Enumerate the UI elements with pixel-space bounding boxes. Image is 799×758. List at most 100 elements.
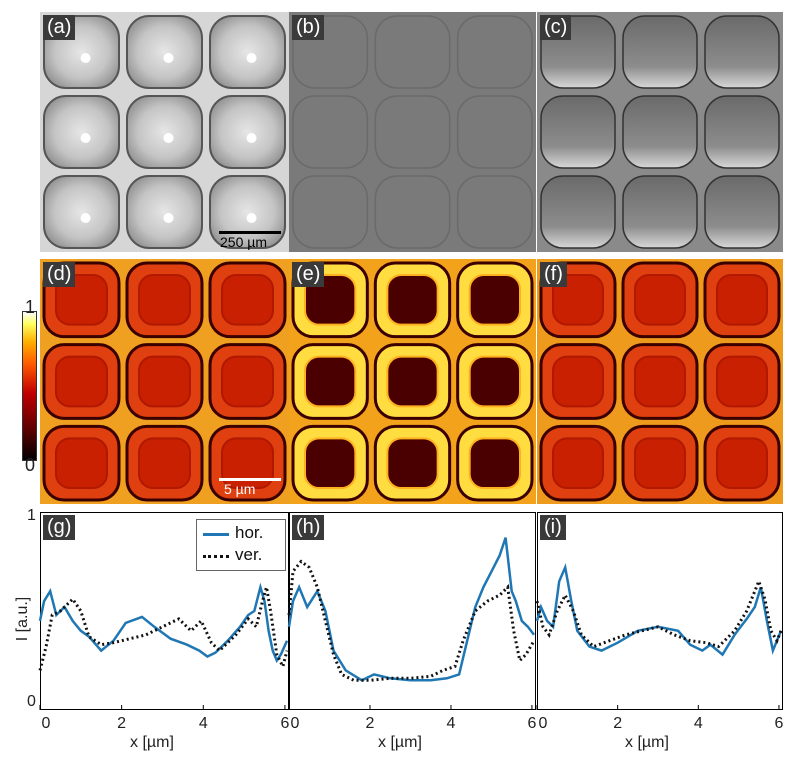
panel-label-c: (c) xyxy=(540,15,572,40)
lens-cell-1-2 xyxy=(704,95,780,169)
lens-cell-0-1 xyxy=(622,15,698,89)
lens-cell-2-0 xyxy=(292,175,369,249)
panel-label-g: (g) xyxy=(43,515,76,540)
panel-e-intensity-map: (e) xyxy=(289,259,536,504)
xtick-label-g-0: 0 xyxy=(42,715,51,732)
lens-cell-2-0 xyxy=(43,175,120,249)
lens-cell-2-2-core xyxy=(716,437,768,489)
panel-d-intensity-map: (d) 5 µm xyxy=(40,259,289,504)
lens-cell-1-1 xyxy=(374,95,451,169)
lens-cell-2-2 xyxy=(209,175,286,249)
legend-hor-label: hor. xyxy=(235,523,264,542)
lens-cell-0-1-core xyxy=(634,274,686,326)
lens-cell-0-2 xyxy=(209,15,286,89)
lens-cell-1-0 xyxy=(292,95,369,169)
lens-cell-2-2-core xyxy=(468,437,522,489)
lens-cell-1-2-core xyxy=(221,355,274,408)
xtick-label-h-2: 4 xyxy=(447,715,456,732)
plot-g-ylabel: I [a.u.] xyxy=(14,596,31,642)
colorbar-max-label: 1 xyxy=(25,297,36,317)
panel-label-f: (f) xyxy=(540,262,567,287)
lens-cell-0-2-core xyxy=(221,274,274,326)
lens-cell-1-0-highlight xyxy=(80,133,91,143)
series-line-hor-g xyxy=(38,582,289,664)
lens-cell-0-1-core xyxy=(386,274,439,326)
legend-ver-label: ver. xyxy=(235,545,263,564)
lens-cell-0-1 xyxy=(374,15,451,89)
panel-a-brightfield-image: (a) 250 µm xyxy=(40,12,289,252)
panel-label-e: (e) xyxy=(292,262,325,287)
xtick-label-i-2: 4 xyxy=(694,715,703,732)
lens-cell-2-1-core xyxy=(138,437,191,489)
lens-cell-2-2 xyxy=(456,175,533,249)
lens-cell-0-2-core xyxy=(716,274,768,326)
lens-cell-0-0-core xyxy=(304,274,357,326)
panel-label-h: (h) xyxy=(292,515,325,540)
panel-f-intensity-map: (f) xyxy=(537,259,783,504)
intensity-map-graphic-f xyxy=(539,261,781,502)
lens-cell-1-0-core xyxy=(304,355,357,408)
xtick-label-h-0: 0 xyxy=(291,715,300,732)
microlens-array-graphic-a xyxy=(43,15,286,249)
scalebar-bottom-label: 5 µm xyxy=(224,481,256,497)
panel-label-b: (b) xyxy=(292,15,325,40)
colorbar xyxy=(22,311,37,461)
lens-cell-2-2-core xyxy=(221,437,274,489)
lens-cell-0-2 xyxy=(456,15,533,89)
lens-cell-0-0-core xyxy=(552,274,604,326)
microlens-array-graphic-c xyxy=(540,15,780,249)
lens-cell-1-1 xyxy=(126,95,203,169)
plot-frame-i xyxy=(537,512,783,710)
lens-cell-2-2-highlight xyxy=(246,213,257,223)
scalebar-bottom xyxy=(219,478,281,481)
lens-cell-2-0-highlight xyxy=(80,213,91,223)
lens-cell-2-1 xyxy=(622,175,698,249)
lens-cell-0-2-highlight xyxy=(246,53,257,63)
lens-cell-1-1-highlight xyxy=(163,133,174,143)
lens-cell-1-2-highlight xyxy=(246,133,257,143)
series-line-ver-g xyxy=(38,586,289,671)
lens-cell-2-0 xyxy=(540,175,616,249)
lens-cell-1-0 xyxy=(540,95,616,169)
lens-cell-1-1-core xyxy=(138,355,191,408)
lens-cell-1-1-core xyxy=(386,355,439,408)
plot-h-xlabel: x [µm] xyxy=(378,734,422,751)
plot-g-ytick-min: 0 xyxy=(27,693,36,710)
colorbar-min-label: 0 xyxy=(25,455,36,475)
lens-cell-0-2-core xyxy=(468,274,522,326)
lens-cell-0-1 xyxy=(126,15,203,89)
lens-cell-2-0-core xyxy=(304,437,357,489)
panel-label-d: (d) xyxy=(43,262,76,287)
plot-i: 0 2 4 6 xyxy=(535,512,784,732)
lens-cell-2-2 xyxy=(704,175,780,249)
series-line-ver-i xyxy=(535,577,783,649)
lens-cell-1-2 xyxy=(456,95,533,169)
lens-cell-0-1-highlight xyxy=(163,53,174,63)
scalebar-top-label: 250 µm xyxy=(220,234,267,250)
lens-cell-2-1-core xyxy=(634,437,686,489)
lens-cell-0-2 xyxy=(704,15,780,89)
lens-cell-0-0-highlight xyxy=(80,53,91,63)
legend-ver-swatch xyxy=(203,555,229,558)
microlens-array-graphic-b xyxy=(292,15,533,249)
lens-cell-1-1-core xyxy=(634,355,686,408)
legend-hor-swatch xyxy=(203,533,229,536)
xtick-label-h-3: 6 xyxy=(527,715,536,732)
lens-cell-2-0-core xyxy=(552,437,604,489)
intensity-map-graphic-e xyxy=(291,261,534,502)
lens-cell-1-0-core xyxy=(55,355,108,408)
lens-cell-2-1 xyxy=(374,175,451,249)
lens-cell-0-0 xyxy=(292,15,369,89)
panel-label-i: (i) xyxy=(540,515,566,540)
plot-h: 0 2 4 6 xyxy=(287,512,536,732)
panel-b-phase-image: (b) xyxy=(289,12,536,252)
xtick-label-h-1: 2 xyxy=(366,715,375,732)
lens-cell-2-1-core xyxy=(386,437,439,489)
xtick-label-i-3: 6 xyxy=(775,715,784,732)
lens-cell-1-2-core xyxy=(468,355,522,408)
plot-i-xlabel: x [µm] xyxy=(625,734,669,751)
lens-cell-1-0-core xyxy=(552,355,604,408)
panel-label-a: (a) xyxy=(43,15,76,40)
panel-c-oblique-image: (c) xyxy=(537,12,783,252)
lens-cell-2-1-highlight xyxy=(163,213,174,223)
